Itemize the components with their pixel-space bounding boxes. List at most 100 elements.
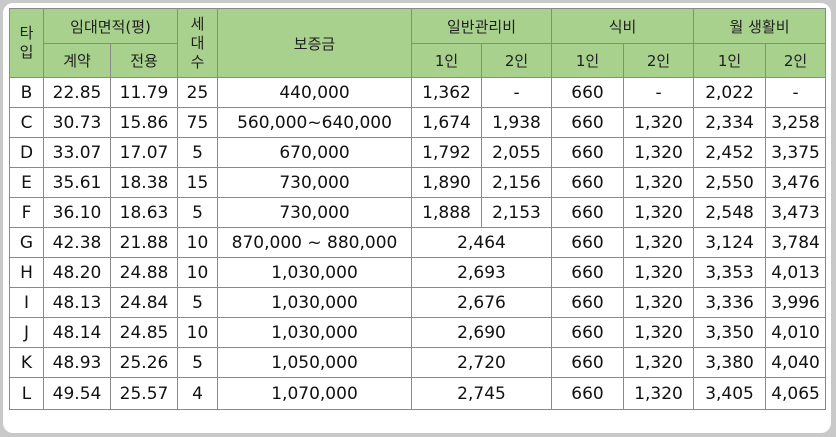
cell-living-two: 3,375 — [765, 137, 827, 168]
cell-exclusive: 18.63 — [110, 197, 178, 228]
cell-fee-two: - — [480, 77, 553, 108]
cell-living-two: 3,784 — [765, 227, 827, 258]
table-row: H 48.20 24.88 10 1,030,000 2,693 660 1,3… — [9, 257, 827, 288]
cell-exclusive: 15.86 — [110, 107, 178, 138]
cell-contract: 30.73 — [43, 107, 111, 138]
cell-exclusive: 24.85 — [110, 317, 178, 348]
cell-meal-one: 660 — [551, 107, 625, 138]
cell-meal-one: 660 — [551, 317, 625, 348]
cell-deposit: 1,030,000 — [217, 257, 412, 288]
cell-deposit: 730,000 — [217, 167, 412, 198]
table-row: G 42.38 21.88 10 870,000 ~ 880,000 2,464… — [9, 227, 827, 258]
cell-living-one: 2,022 — [693, 77, 767, 108]
cell-fee-two: 2,055 — [480, 137, 553, 168]
cell-exclusive: 18.38 — [110, 167, 178, 198]
cell-living-one: 3,336 — [693, 287, 767, 318]
cell-meal-two: 1,320 — [623, 227, 695, 258]
cell-deposit: 1,070,000 — [217, 377, 412, 410]
table-row: I 48.13 24.84 5 1,030,000 2,676 660 1,32… — [9, 287, 827, 318]
cell-exclusive: 21.88 — [110, 227, 178, 258]
cell-deposit: 440,000 — [217, 77, 412, 108]
cell-exclusive: 11.79 — [110, 77, 178, 108]
header-fee-two: 2인 — [480, 43, 553, 78]
cell-fee: 2,690 — [410, 317, 553, 348]
header-meal-one: 1인 — [551, 43, 625, 78]
cell-meal-two: 1,320 — [623, 197, 695, 228]
cell-living-one: 3,380 — [693, 347, 767, 378]
cell-households: 5 — [177, 347, 218, 378]
cell-meal-one: 660 — [551, 137, 625, 168]
table-row: J 48.14 24.85 10 1,030,000 2,690 660 1,3… — [9, 317, 827, 348]
cell-type: E — [9, 167, 44, 198]
header-living-two: 2인 — [765, 43, 827, 78]
cell-fee: 2,693 — [410, 257, 553, 288]
table-row: D 33.07 17.07 5 670,000 1,792 2,055 660 … — [9, 137, 827, 168]
cell-meal-two: 1,320 — [623, 257, 695, 288]
cell-living-two: 3,996 — [765, 287, 827, 318]
cell-exclusive: 17.07 — [110, 137, 178, 168]
cell-meal-two: - — [623, 77, 695, 108]
cell-living-two: 4,013 — [765, 257, 827, 288]
cell-type: L — [9, 377, 44, 410]
cell-households: 4 — [177, 377, 218, 410]
cell-fee-two: 2,153 — [480, 197, 553, 228]
cell-living-two: 3,476 — [765, 167, 827, 198]
cell-type: H — [9, 257, 44, 288]
cell-living-two: 4,040 — [765, 347, 827, 378]
cell-meal-one: 660 — [551, 257, 625, 288]
cell-living-two: 4,065 — [765, 377, 827, 410]
cell-fee: 2,676 — [410, 287, 553, 318]
cell-fee-one: 1,674 — [411, 107, 482, 138]
cell-households: 75 — [177, 107, 218, 138]
cell-living-two: 4,010 — [765, 317, 827, 348]
header-fee-one: 1인 — [411, 43, 482, 78]
cell-meal-two: 1,320 — [623, 107, 695, 138]
cell-deposit: 670,000 — [217, 137, 412, 168]
cell-exclusive: 25.57 — [110, 377, 178, 410]
cell-living-two: 3,258 — [765, 107, 827, 138]
cell-type: G — [9, 227, 44, 258]
cell-deposit: 560,000~640,000 — [217, 107, 412, 138]
table-row: K 48.93 25.26 5 1,050,000 2,720 660 1,32… — [9, 347, 827, 378]
table-row: C 30.73 15.86 75 560,000~640,000 1,674 1… — [9, 107, 827, 138]
cell-contract: 49.54 — [43, 377, 111, 410]
cell-type: D — [9, 137, 44, 168]
table-body: B 22.85 11.79 25 440,000 1,362 - 660 - 2… — [9, 77, 827, 410]
cell-living-two: - — [765, 77, 827, 108]
cell-contract: 48.14 — [43, 317, 111, 348]
cell-contract: 48.93 — [43, 347, 111, 378]
cell-contract: 36.10 — [43, 197, 111, 228]
table-row: E 35.61 18.38 15 730,000 1,890 2,156 660… — [9, 167, 827, 198]
cell-households: 5 — [177, 137, 218, 168]
table-row: F 36.10 18.63 5 730,000 1,888 2,153 660 … — [9, 197, 827, 228]
cell-fee: 2,464 — [410, 227, 553, 258]
header-area-contract: 계약 — [43, 43, 111, 78]
cell-type: B — [9, 77, 44, 108]
table-row: B 22.85 11.79 25 440,000 1,362 - 660 - 2… — [9, 77, 827, 108]
cell-fee: 2,720 — [410, 347, 553, 378]
cell-households: 5 — [177, 197, 218, 228]
cell-meal-two: 1,320 — [623, 377, 695, 410]
cell-households: 10 — [177, 227, 218, 258]
cell-meal-one: 660 — [551, 347, 625, 378]
cell-deposit: 1,030,000 — [217, 287, 412, 318]
cell-living-two: 3,473 — [765, 197, 827, 228]
cell-meal-one: 660 — [551, 377, 625, 410]
header-living-one: 1인 — [693, 43, 767, 78]
cell-households: 5 — [177, 287, 218, 318]
cell-contract: 42.38 — [43, 227, 111, 258]
cell-type: J — [9, 317, 44, 348]
cell-fee-two: 1,938 — [480, 107, 553, 138]
cell-living-one: 2,334 — [693, 107, 767, 138]
cell-meal-one: 660 — [551, 167, 625, 198]
cell-type: C — [9, 107, 44, 138]
cell-exclusive: 24.84 — [110, 287, 178, 318]
header-meal-fee: 식비 — [551, 8, 695, 44]
cell-type: F — [9, 197, 44, 228]
header-meal-two: 2인 — [623, 43, 695, 78]
cell-households: 10 — [177, 317, 218, 348]
cell-households: 25 — [177, 77, 218, 108]
